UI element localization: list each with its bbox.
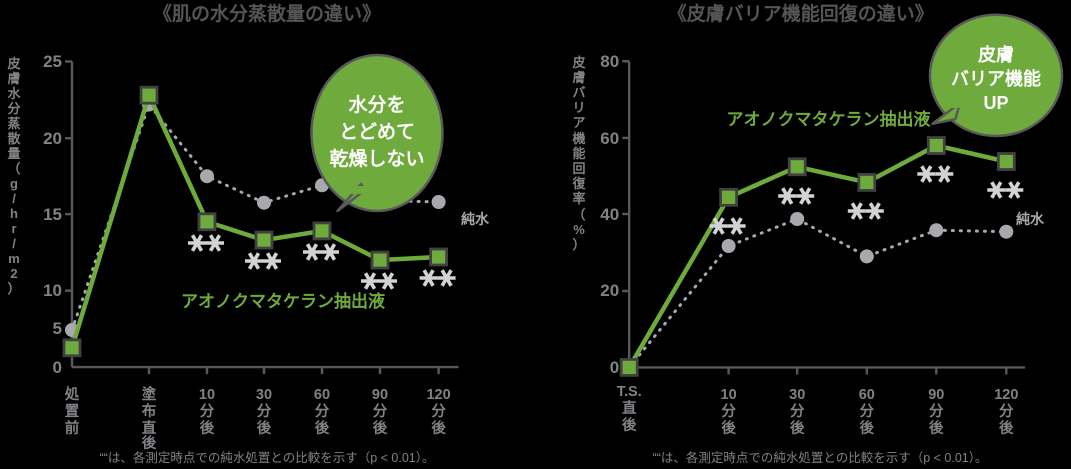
svg-text:膚: 膚 [7, 71, 20, 86]
svg-text:）: ） [7, 281, 20, 296]
svg-text:T.S.: T.S. [617, 384, 642, 400]
svg-text:40: 40 [600, 205, 619, 224]
svg-text:直: 直 [142, 419, 157, 437]
svg-text:UP: UP [983, 93, 1008, 113]
svg-text:能: 能 [572, 146, 585, 161]
svg-text:皮: 皮 [6, 56, 20, 71]
svg-text:後: 後 [315, 419, 330, 437]
svg-text:後: 後 [860, 419, 875, 437]
svg-text:後: 後 [721, 419, 736, 437]
svg-text:分: 分 [721, 403, 736, 420]
svg-text:布: 布 [142, 402, 157, 420]
svg-text:（: （ [572, 207, 585, 222]
svg-text:/: / [12, 191, 16, 206]
svg-text:60: 60 [600, 129, 619, 148]
svg-text:）: ） [572, 237, 585, 252]
svg-text:塗: 塗 [142, 385, 157, 403]
svg-text:15: 15 [43, 205, 62, 224]
svg-text:2: 2 [10, 266, 17, 281]
svg-text:後: 後 [200, 419, 215, 437]
svg-text:水: 水 [7, 86, 21, 101]
svg-text:分: 分 [7, 101, 20, 116]
svg-text:皮: 皮 [571, 55, 585, 70]
svg-text:処: 処 [65, 385, 80, 403]
svg-text:分: 分 [373, 403, 388, 420]
svg-text:20: 20 [43, 129, 62, 148]
svg-text:m: m [8, 251, 20, 266]
svg-text:直: 直 [622, 399, 637, 417]
svg-text:純水: 純水 [461, 211, 490, 227]
svg-text:乾燥しない: 乾燥しない [329, 147, 424, 170]
svg-text:/: / [12, 236, 16, 251]
svg-text:アオノクマタケラン抽出液: アオノクマタケラン抽出液 [181, 291, 385, 311]
svg-text:機: 機 [572, 131, 585, 146]
svg-text:%: % [573, 222, 585, 237]
svg-text:60: 60 [314, 387, 330, 403]
svg-text:0: 0 [53, 358, 62, 377]
svg-text:後: 後 [142, 434, 157, 452]
svg-text:120: 120 [426, 387, 450, 403]
svg-text:90: 90 [372, 387, 388, 403]
svg-text:20: 20 [600, 281, 619, 300]
svg-text:アオノクマタケラン抽出液: アオノクマタケラン抽出液 [727, 109, 931, 129]
svg-text:10: 10 [43, 281, 62, 300]
svg-text:回: 回 [572, 161, 585, 176]
svg-text:分: 分 [315, 403, 330, 420]
svg-text:30: 30 [789, 387, 805, 403]
svg-text:バ: バ [572, 85, 585, 100]
svg-text:5: 5 [53, 319, 62, 338]
svg-text:皮膚: 皮膚 [978, 44, 1014, 65]
svg-text:r: r [11, 221, 16, 236]
svg-text:10: 10 [199, 387, 215, 403]
svg-text:後: 後 [999, 419, 1014, 437]
svg-text:リ: リ [572, 100, 585, 115]
svg-text:前: 前 [65, 419, 80, 437]
svg-text:膚: 膚 [572, 70, 585, 85]
svg-text:分: 分 [790, 403, 805, 420]
svg-text:90: 90 [928, 387, 944, 403]
svg-text:120: 120 [994, 387, 1018, 403]
svg-text:60: 60 [859, 387, 875, 403]
svg-text:80: 80 [600, 52, 619, 71]
svg-text:蒸: 蒸 [7, 116, 20, 131]
svg-text:分: 分 [929, 403, 944, 420]
svg-text:後: 後 [790, 419, 805, 437]
svg-text:分: 分 [999, 403, 1014, 420]
svg-text:とどめて: とどめて [339, 121, 415, 143]
svg-text:量: 量 [7, 146, 20, 161]
svg-text:h: h [10, 206, 18, 221]
svg-text:バリア機能: バリア機能 [951, 68, 1041, 89]
svg-text:後: 後 [373, 419, 388, 437]
svg-text:10: 10 [721, 387, 737, 403]
svg-text:分: 分 [257, 403, 272, 420]
svg-text:散: 散 [7, 131, 21, 146]
svg-text:““は、各測定時点での純水処置との比較を示す（p < 0.0: ““は、各測定時点での純水処置との比較を示す（p < 0.01）。 [653, 450, 988, 465]
svg-text:置: 置 [65, 403, 80, 420]
svg-text:純水: 純水 [1016, 211, 1045, 227]
svg-text:ア: ア [572, 115, 585, 130]
svg-text:““は、各測定時点での純水処置との比較を示す（p < 0.0: ““は、各測定時点での純水処置との比較を示す（p < 0.01）。 [100, 450, 435, 465]
svg-text:後: 後 [929, 419, 944, 437]
svg-text:分: 分 [200, 403, 215, 420]
svg-text:後: 後 [622, 416, 637, 434]
svg-text:《肌の水分蒸散量の違い》: 《肌の水分蒸散量の違い》 [153, 2, 381, 25]
svg-text:後: 後 [257, 419, 272, 437]
svg-text:水分を: 水分を [348, 94, 405, 116]
svg-text:30: 30 [256, 387, 272, 403]
svg-text:率: 率 [572, 191, 585, 206]
svg-text:《皮膚バリア機能回復の違い》: 《皮膚バリア機能回復の違い》 [668, 2, 934, 25]
svg-text:（: （ [7, 161, 20, 176]
svg-text:分: 分 [860, 403, 875, 420]
svg-text:g: g [10, 176, 18, 191]
svg-text:後: 後 [431, 419, 446, 437]
svg-text:復: 復 [571, 176, 586, 191]
svg-text:25: 25 [43, 52, 62, 71]
svg-text:分: 分 [431, 403, 446, 420]
svg-text:0: 0 [610, 358, 619, 377]
